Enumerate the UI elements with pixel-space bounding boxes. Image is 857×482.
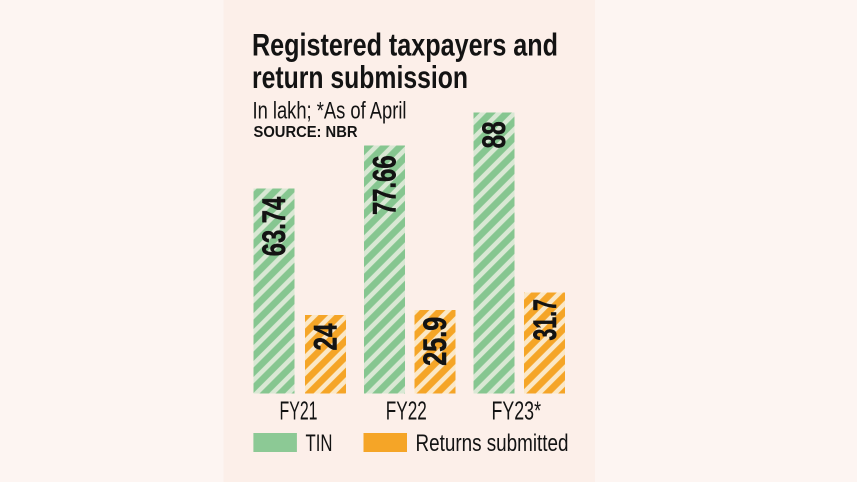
svg-text:return submission: return submission <box>252 60 468 95</box>
svg-text:SOURCE: NBR: SOURCE: NBR <box>254 124 358 141</box>
svg-text:FY22: FY22 <box>386 397 427 425</box>
svg-text:25.9: 25.9 <box>417 317 453 366</box>
svg-text:88: 88 <box>476 121 512 148</box>
svg-text:77.66: 77.66 <box>367 155 403 215</box>
svg-text:Returns submitted: Returns submitted <box>416 430 569 457</box>
svg-text:63.74: 63.74 <box>256 197 292 257</box>
svg-text:FY23*: FY23* <box>492 397 542 425</box>
svg-text:31.7: 31.7 <box>527 299 563 341</box>
svg-text:In lakh; *As of April: In lakh; *As of April <box>253 98 407 124</box>
svg-text:24: 24 <box>308 323 344 350</box>
svg-text:FY21: FY21 <box>280 397 318 425</box>
svg-text:TIN: TIN <box>306 430 333 457</box>
svg-text:Registered taxpayers and: Registered taxpayers and <box>252 27 558 62</box>
